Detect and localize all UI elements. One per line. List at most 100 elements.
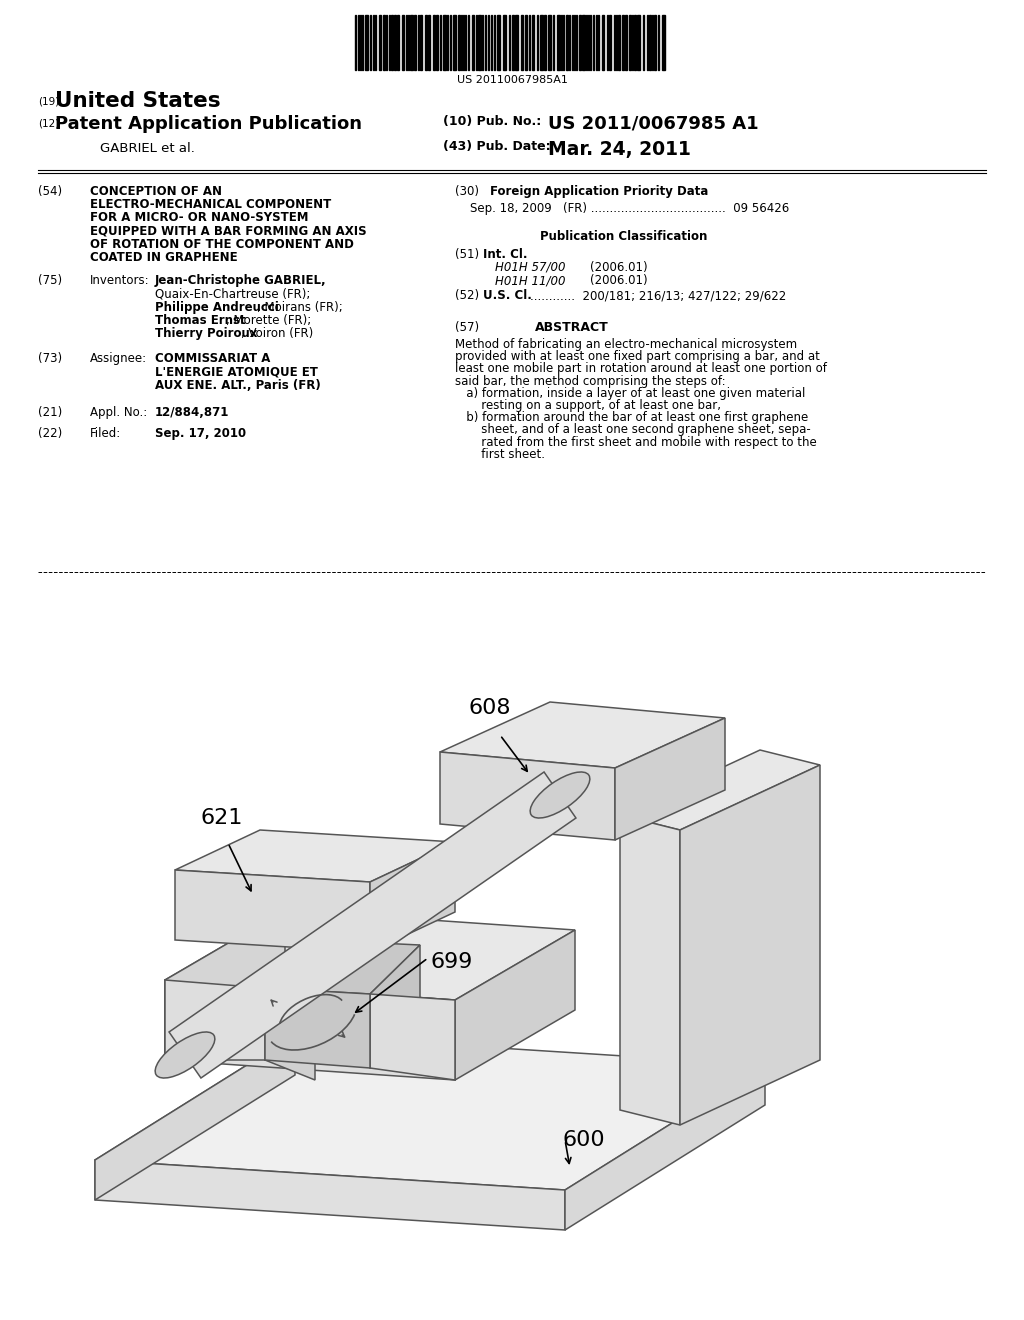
Text: Thierry Poiroux: Thierry Poiroux <box>155 327 257 341</box>
Bar <box>521 15 523 70</box>
Text: L'ENERGIE ATOMIQUE ET: L'ENERGIE ATOMIQUE ET <box>155 366 317 379</box>
Bar <box>515 15 518 70</box>
Text: (54): (54) <box>38 185 62 198</box>
Text: 12/884,871: 12/884,871 <box>155 405 229 418</box>
Bar <box>532 15 534 70</box>
Polygon shape <box>95 1160 565 1230</box>
Text: 621: 621 <box>200 808 243 828</box>
Text: , Moirans (FR);: , Moirans (FR); <box>257 301 343 314</box>
Text: COATED IN GRAPHENE: COATED IN GRAPHENE <box>90 251 238 264</box>
Polygon shape <box>370 994 455 1080</box>
Text: (73): (73) <box>38 352 62 366</box>
Text: AUX ENE. ALT., Paris (FR): AUX ENE. ALT., Paris (FR) <box>155 379 321 392</box>
Text: (10) Pub. No.:: (10) Pub. No.: <box>443 115 542 128</box>
Text: (51): (51) <box>455 248 479 261</box>
Bar <box>391 15 393 70</box>
Text: Jean-Christophe GABRIEL,: Jean-Christophe GABRIEL, <box>155 275 327 288</box>
Polygon shape <box>440 702 725 768</box>
Text: Method of fabricating an electro-mechanical microsystem: Method of fabricating an electro-mechani… <box>455 338 797 351</box>
Bar <box>544 15 546 70</box>
Text: (75): (75) <box>38 275 62 288</box>
Bar <box>622 15 624 70</box>
Text: US 20110067985A1: US 20110067985A1 <box>457 75 567 84</box>
Text: United States: United States <box>55 91 220 111</box>
Bar <box>414 15 416 70</box>
Text: (12): (12) <box>38 119 59 129</box>
Text: (43) Pub. Date:: (43) Pub. Date: <box>443 140 551 153</box>
Text: Assignee:: Assignee: <box>90 352 147 366</box>
Bar <box>443 15 446 70</box>
Text: first sheet.: first sheet. <box>455 447 545 461</box>
Text: EQUIPPED WITH A BAR FORMING AN AXIS: EQUIPPED WITH A BAR FORMING AN AXIS <box>90 224 367 238</box>
Text: a) formation, inside a layer of at least one given material: a) formation, inside a layer of at least… <box>455 387 805 400</box>
Text: sheet, and of a least one second graphene sheet, sepa-: sheet, and of a least one second graphen… <box>455 424 811 437</box>
Bar <box>557 15 560 70</box>
Text: (52): (52) <box>455 289 479 302</box>
Text: GABRIEL et al.: GABRIEL et al. <box>100 143 195 154</box>
Bar <box>625 15 627 70</box>
Polygon shape <box>265 987 370 1068</box>
Polygon shape <box>165 909 285 1060</box>
Text: Mar. 24, 2011: Mar. 24, 2011 <box>548 140 691 158</box>
Bar <box>410 15 413 70</box>
Text: Philippe Andreucci: Philippe Andreucci <box>155 301 279 314</box>
Bar <box>540 15 543 70</box>
Bar <box>394 15 396 70</box>
Text: least one mobile part in rotation around at least one portion of: least one mobile part in rotation around… <box>455 363 826 375</box>
Bar <box>654 15 656 70</box>
Text: , Morette (FR);: , Morette (FR); <box>226 314 311 327</box>
Text: (21): (21) <box>38 405 62 418</box>
Bar <box>525 15 527 70</box>
Bar <box>433 15 435 70</box>
Bar <box>472 15 474 70</box>
Text: Int. Cl.: Int. Cl. <box>483 248 527 261</box>
Text: ............  200/181; 216/13; 427/122; 29/622: ............ 200/181; 216/13; 427/122; 2… <box>530 289 786 302</box>
Bar <box>637 15 640 70</box>
Text: FOR A MICRO- OR NANO-SYSTEM: FOR A MICRO- OR NANO-SYSTEM <box>90 211 308 224</box>
Polygon shape <box>175 830 455 882</box>
Bar <box>512 15 514 70</box>
Polygon shape <box>265 940 420 994</box>
Polygon shape <box>370 842 455 952</box>
Bar <box>365 15 368 70</box>
Polygon shape <box>165 979 455 1080</box>
Bar <box>497 15 500 70</box>
Text: Filed:: Filed: <box>90 426 121 440</box>
Bar <box>579 15 581 70</box>
Polygon shape <box>95 1035 765 1191</box>
Bar <box>420 15 422 70</box>
Bar <box>383 15 385 70</box>
Polygon shape <box>165 979 265 1060</box>
Text: H01H 11/00: H01H 11/00 <box>495 275 565 288</box>
Ellipse shape <box>530 772 590 818</box>
Bar <box>662 15 665 70</box>
Polygon shape <box>175 870 370 952</box>
Text: ELECTRO-MECHANICAL COMPONENT: ELECTRO-MECHANICAL COMPONENT <box>90 198 331 211</box>
Polygon shape <box>615 718 725 840</box>
Text: (22): (22) <box>38 426 62 440</box>
Bar <box>548 15 551 70</box>
Text: (2006.01): (2006.01) <box>590 261 647 275</box>
Text: Inventors:: Inventors: <box>90 275 150 288</box>
Bar <box>649 15 651 70</box>
Text: U.S. Cl.: U.S. Cl. <box>483 289 531 302</box>
Text: b) formation around the bar of at least one first graphene: b) formation around the bar of at least … <box>455 412 808 424</box>
Polygon shape <box>440 752 615 840</box>
Bar <box>582 15 585 70</box>
Text: (19): (19) <box>38 96 59 106</box>
Text: Patent Application Publication: Patent Application Publication <box>55 115 362 133</box>
Text: (57): (57) <box>455 321 479 334</box>
Text: provided with at least one fixed part comprising a bar, and at: provided with at least one fixed part co… <box>455 350 820 363</box>
Text: 699: 699 <box>430 952 472 972</box>
Text: Sep. 17, 2010: Sep. 17, 2010 <box>155 426 246 440</box>
Bar <box>397 15 399 70</box>
Text: (2006.01): (2006.01) <box>590 275 647 288</box>
Text: , Voiron (FR): , Voiron (FR) <box>241 327 313 341</box>
Polygon shape <box>620 814 680 1125</box>
Text: resting on a support, of at least one bar,: resting on a support, of at least one ba… <box>455 399 721 412</box>
Text: Publication Classification: Publication Classification <box>540 230 708 243</box>
Text: US 2011/0067985 A1: US 2011/0067985 A1 <box>548 115 759 133</box>
Bar <box>402 15 404 70</box>
Bar <box>609 15 611 70</box>
Polygon shape <box>680 766 820 1125</box>
